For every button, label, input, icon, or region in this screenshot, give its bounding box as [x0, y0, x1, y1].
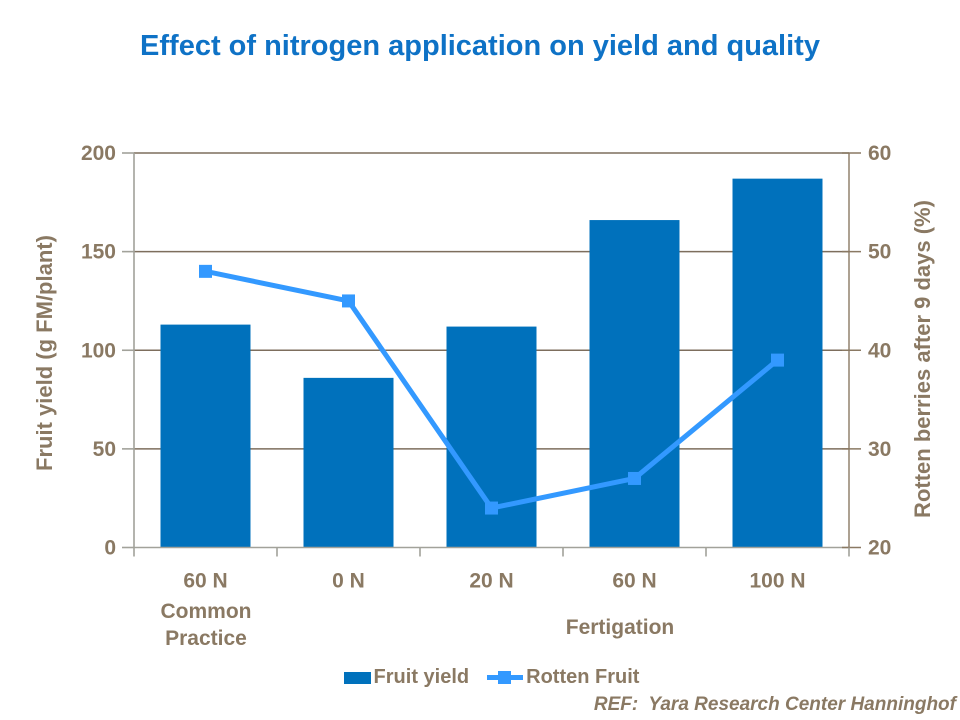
- category-label: 20 N: [469, 570, 513, 593]
- right-axis-tick-label: 60: [868, 142, 891, 165]
- category-label: 60 N: [612, 570, 656, 593]
- category-label: 100 N: [749, 570, 805, 593]
- left-axis-tick-label: 0: [104, 537, 116, 560]
- category-sublabel: Common Practice: [106, 598, 306, 652]
- legend: Fruit yield Rotten Fruit: [134, 666, 849, 689]
- line-marker-2: [342, 294, 355, 308]
- legend-label: Fruit yield: [373, 666, 470, 688]
- line-marker-1: [199, 264, 212, 278]
- reference-note: REF: Yara Research Center Hanninghof: [593, 694, 956, 715]
- right-axis-tick-label: 50: [868, 241, 891, 264]
- legend-item-rotten-fruit: Rotten Fruit: [487, 666, 639, 689]
- category-label: 0 N: [332, 570, 365, 593]
- left-axis-tick-label: 200: [81, 142, 116, 165]
- right-axis-tick-label: 40: [868, 339, 891, 362]
- bar-1: [160, 324, 251, 548]
- bar-2: [303, 377, 394, 548]
- left-axis-tick-label: 100: [81, 339, 116, 362]
- line-marker-3: [485, 501, 498, 515]
- left-axis-tick-label: 150: [81, 241, 116, 264]
- group-label-fertigation: Fertigation: [565, 616, 675, 639]
- right-axis-tick-label: 20: [868, 537, 891, 560]
- right-axis-title: Rotten berries after 9 days (%): [910, 200, 935, 518]
- line-marker-5: [771, 353, 784, 367]
- legend-item-fruit-yield: Fruit yield: [343, 666, 470, 689]
- bar-swatch-icon: [343, 671, 371, 684]
- category-sublabel-line1: Common: [160, 600, 252, 623]
- bar-4: [589, 220, 680, 548]
- category-sublabel-line2: Practice: [165, 627, 247, 650]
- chart-title: Effect of nitrogen application on yield …: [140, 30, 820, 62]
- left-axis-tick-label: 50: [93, 438, 116, 461]
- category-label: 60 N: [183, 570, 227, 593]
- line-marker-4: [628, 471, 641, 485]
- right-axis-tick-label: 30: [868, 438, 891, 461]
- legend-label: Rotten Fruit: [526, 666, 640, 688]
- left-axis-title: Fruit yield (g FM/plant): [32, 235, 57, 471]
- line-marker-swatch-icon: [487, 671, 524, 684]
